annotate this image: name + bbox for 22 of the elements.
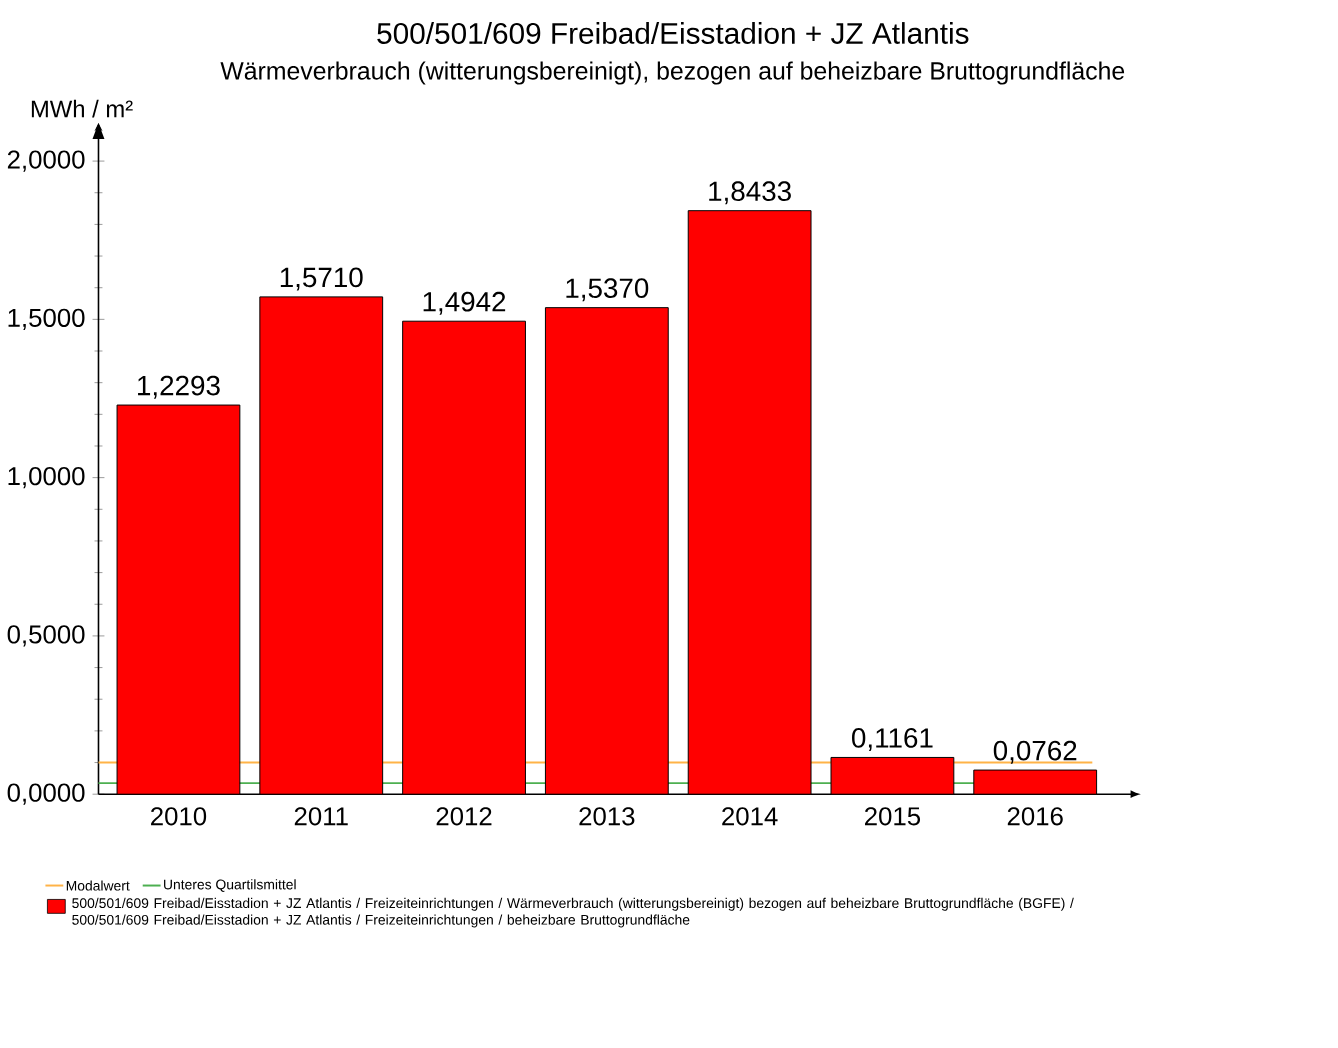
data-label: 1,4942 [423, 291, 506, 315]
x-tick-label: 2012 [436, 806, 492, 826]
y-tick-label: 2,0000 [7, 150, 85, 172]
x-tick-label: 2011 [294, 806, 348, 826]
data-label: 1,8433 [709, 181, 791, 205]
data-label: 1,5710 [280, 267, 363, 291]
y-tick-label: 1,5000 [8, 308, 85, 330]
chart-subtitle: Wärmeverbrauch (witterungsbereinigt), bezogen auf beheizbare Bruttogrundfläche [220, 61, 1125, 85]
data-label: 1,2293 [138, 375, 220, 399]
chart-title: 500/501/609 Freibad/Eisstadion + JZ Atlantis [377, 21, 969, 44]
x-tick-label: 2014 [722, 806, 778, 826]
y-tick-label: 0,5000 [7, 625, 85, 647]
x-tick-label: 2013 [579, 806, 635, 826]
y-tick-label: 0,0000 [7, 783, 85, 805]
data-label: 1,5370 [566, 278, 649, 302]
y-axis-title: MWh / m² [31, 99, 133, 118]
x-tick-label: 2016 [1007, 806, 1063, 826]
x-tick-label: 2015 [865, 806, 921, 826]
data-label: 0,0762 [993, 740, 1077, 764]
y-tick-label: 1,0000 [8, 466, 85, 489]
data-label: 0,1161 [852, 727, 933, 751]
x-tick-label: 2010 [151, 806, 207, 826]
